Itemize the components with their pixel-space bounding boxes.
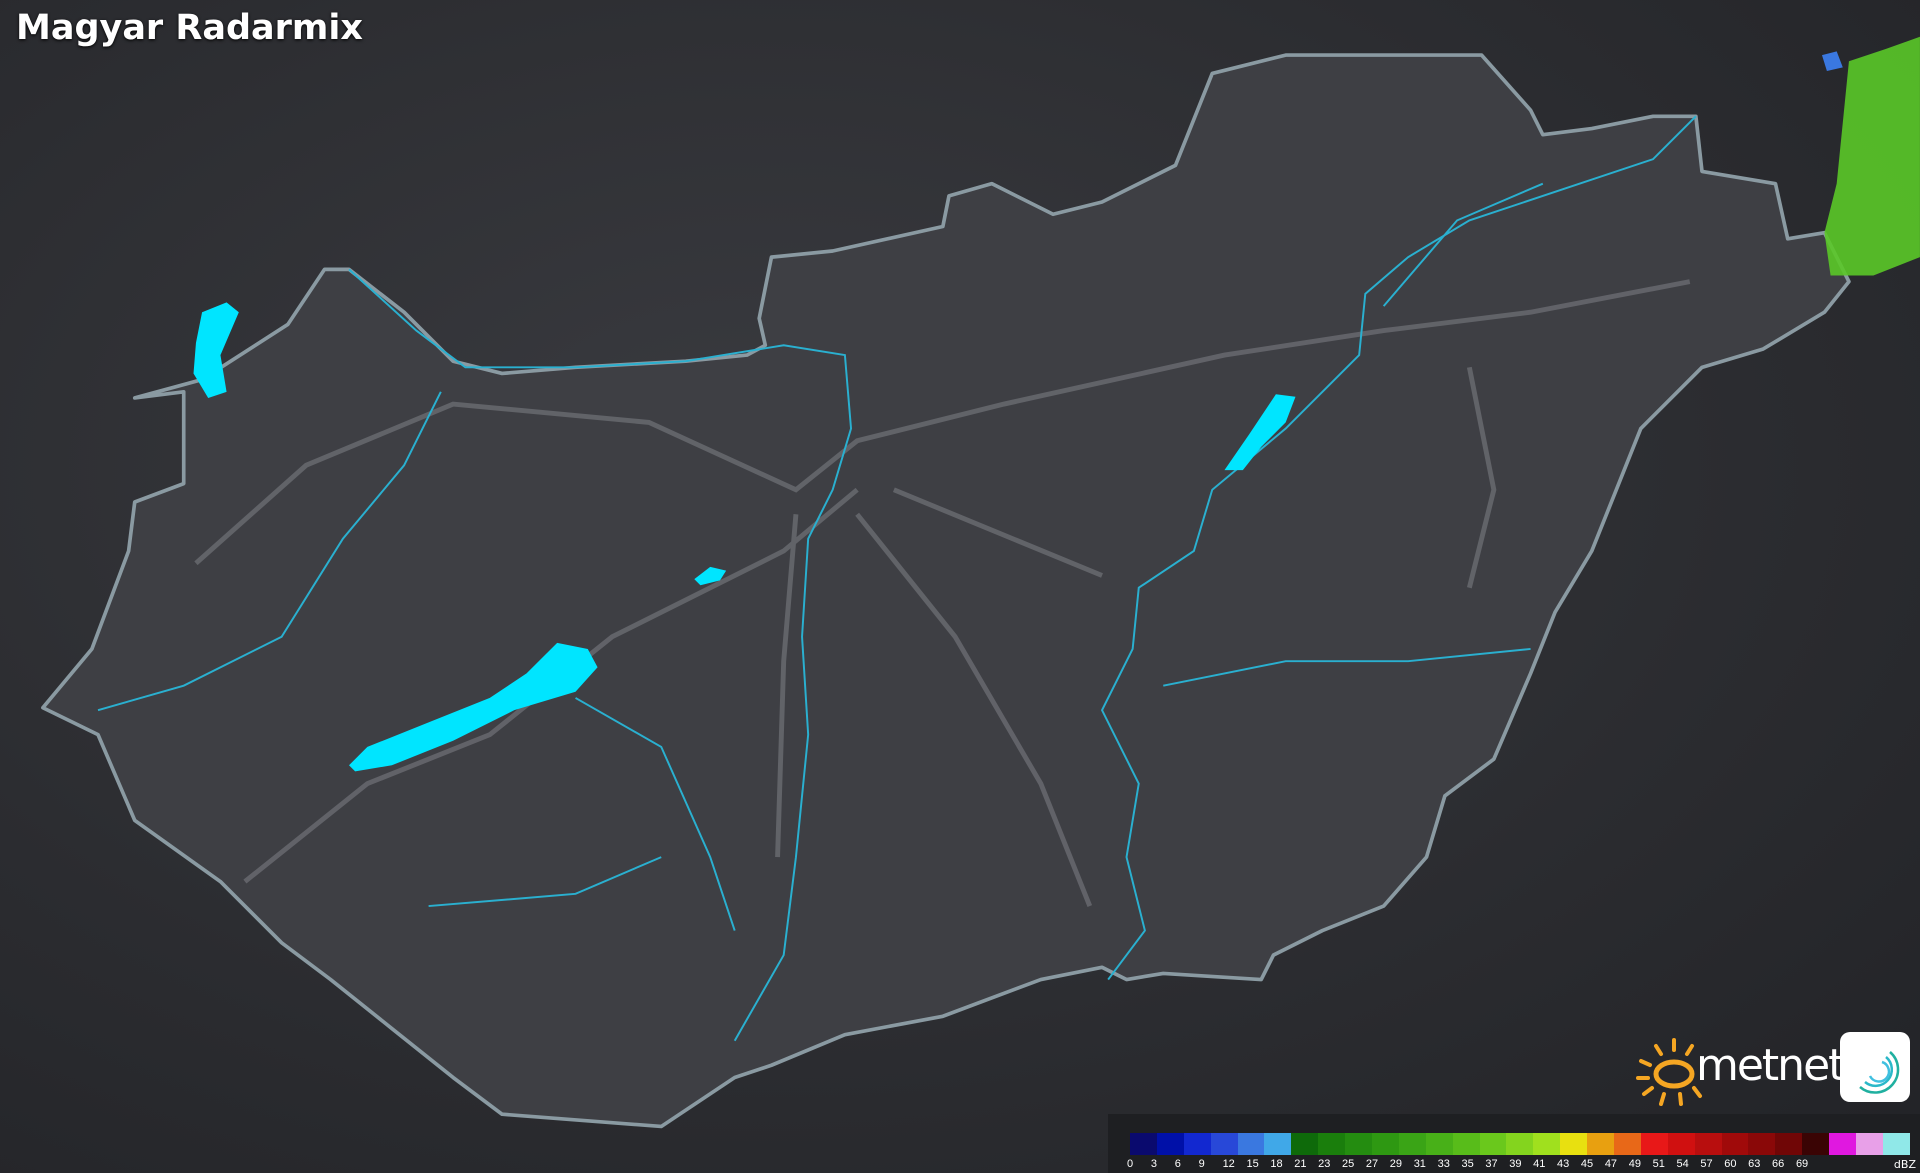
legend-label: 69	[1795, 1158, 1809, 1170]
legend-label: 51	[1652, 1158, 1665, 1170]
lake-velence	[694, 566, 727, 586]
legend-label: 33	[1437, 1158, 1450, 1170]
legend-swatch	[1452, 1133, 1480, 1155]
legend-swatch	[1264, 1133, 1292, 1155]
app-swirl-icon	[1840, 1032, 1910, 1102]
lake-balaton	[349, 642, 598, 772]
legend-swatch	[1130, 1133, 1157, 1155]
legend-swatch	[1667, 1133, 1695, 1155]
legend-swatch	[1425, 1133, 1453, 1155]
legend-swatch	[1775, 1133, 1803, 1155]
legend-label: 9	[1198, 1158, 1205, 1170]
legend-swatch	[1587, 1133, 1615, 1155]
legend-label: 54	[1676, 1158, 1689, 1170]
legend-label: 27	[1365, 1158, 1379, 1170]
sun-icon	[1636, 1038, 1702, 1106]
legend-swatch	[1183, 1133, 1211, 1155]
legend-label: 49	[1628, 1158, 1641, 1170]
legend-label: 35	[1461, 1158, 1474, 1170]
legend-swatch	[1345, 1133, 1373, 1155]
legend-label: 31	[1413, 1158, 1426, 1170]
legend-swatch	[1721, 1133, 1749, 1155]
legend-label: 43	[1557, 1158, 1570, 1170]
legend-swatch	[1882, 1133, 1910, 1155]
legend-swatch	[1748, 1133, 1776, 1155]
map-title: Magyar Radarmix	[16, 8, 363, 48]
legend-label: 3	[1150, 1158, 1158, 1170]
legend-label: 37	[1485, 1158, 1498, 1170]
legend-swatch	[1829, 1133, 1857, 1155]
legend-label: 0	[1127, 1158, 1134, 1170]
radar-echo-light	[1821, 51, 1843, 72]
legend-label: 21	[1294, 1158, 1307, 1170]
legend-label: 45	[1580, 1158, 1594, 1170]
legend-label: 57	[1700, 1158, 1713, 1170]
lake-ferto	[193, 302, 239, 398]
legend-unit: dBZ	[1893, 1158, 1916, 1171]
lake-tisza	[1224, 394, 1296, 471]
legend-label: 12	[1222, 1158, 1235, 1170]
legend-swatch	[1156, 1133, 1184, 1155]
roads	[194, 279, 1691, 907]
legend-labels: 0 3 6 9 12 15 18 21 23 25 27 29 31 33 35 37 39 41 43 45 47 49…	[1127, 1158, 1823, 1170]
legend-label: 39	[1509, 1158, 1522, 1170]
legend-swatch	[1614, 1133, 1641, 1155]
rivers	[97, 115, 1697, 1042]
legend-label: 25	[1342, 1158, 1355, 1170]
legend-swatch	[1479, 1133, 1507, 1155]
legend-swatch	[1533, 1133, 1561, 1155]
legend-swatch	[1291, 1133, 1319, 1155]
legend-color-scale	[1130, 1133, 1910, 1155]
radar-echo	[1824, 36, 1920, 276]
dbz-color-legend: 0 3 6 9 12 15 18 21 23 25 27 29 31 33 35 37 39 41 43 45 47 49…	[1108, 1114, 1920, 1173]
legend-swatch	[1560, 1133, 1588, 1155]
legend-swatch	[1237, 1133, 1265, 1155]
legend-label: 29	[1389, 1158, 1403, 1170]
legend-label: 66	[1772, 1158, 1785, 1170]
metnet-logo: metnet	[1636, 1030, 1920, 1114]
danube-river	[348, 268, 853, 1042]
legend-swatch	[1856, 1133, 1883, 1155]
legend-swatch	[1318, 1133, 1346, 1155]
legend-label: 41	[1533, 1158, 1546, 1170]
legend-label: 18	[1270, 1158, 1283, 1170]
legend-swatch	[1398, 1133, 1426, 1155]
legend-swatch	[1640, 1133, 1668, 1155]
legend-swatch	[1694, 1133, 1722, 1155]
raba-river	[97, 391, 442, 712]
legend-label: 47	[1604, 1158, 1618, 1170]
country-area	[41, 53, 1851, 1129]
legend-swatch	[1372, 1133, 1399, 1155]
tisza-river	[1100, 115, 1697, 981]
legend-label: 6	[1174, 1158, 1181, 1170]
legend-swatch	[1802, 1133, 1830, 1155]
legend-swatch	[1210, 1133, 1238, 1155]
legend-label: 63	[1748, 1158, 1761, 1170]
legend-label: 15	[1246, 1158, 1259, 1170]
legend-swatch	[1506, 1133, 1534, 1155]
legend-label: 60	[1724, 1158, 1737, 1170]
brand-name: metnet	[1696, 1040, 1845, 1091]
legend-label: 23	[1318, 1158, 1331, 1170]
